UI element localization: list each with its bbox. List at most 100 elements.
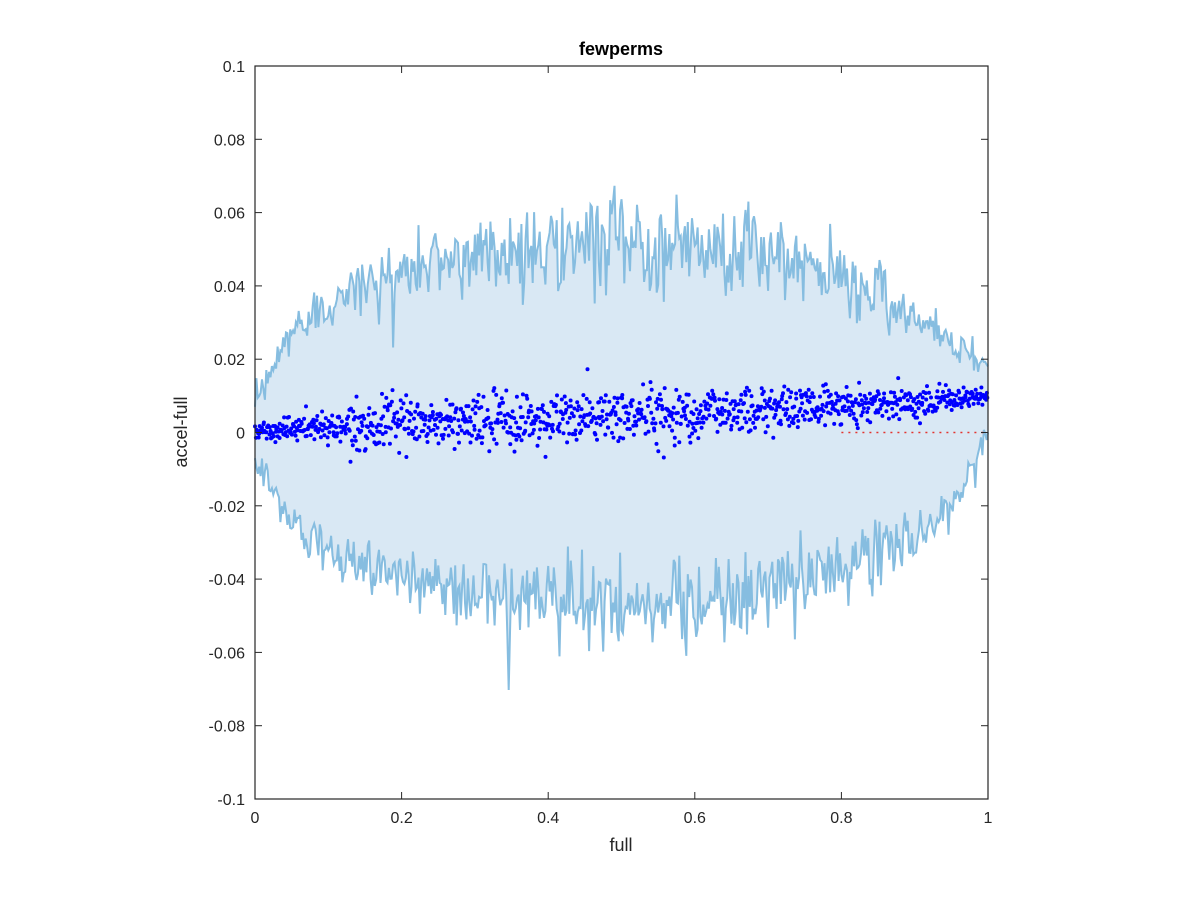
data-point bbox=[750, 403, 755, 408]
data-point bbox=[933, 408, 938, 413]
data-point bbox=[621, 436, 626, 441]
band-upper-line bbox=[254, 185, 989, 407]
data-point bbox=[811, 395, 816, 399]
data-point bbox=[784, 411, 788, 416]
data-point bbox=[475, 399, 480, 404]
data-point bbox=[378, 423, 383, 428]
data-point bbox=[761, 417, 766, 422]
data-point bbox=[476, 392, 481, 397]
data-point bbox=[751, 413, 756, 418]
data-point bbox=[468, 415, 473, 420]
data-point bbox=[837, 398, 842, 403]
data-point bbox=[683, 413, 687, 418]
data-point bbox=[695, 416, 700, 421]
data-point bbox=[264, 436, 269, 441]
data-point bbox=[918, 392, 923, 397]
data-point bbox=[415, 402, 420, 407]
data-point bbox=[739, 409, 744, 414]
data-point bbox=[795, 414, 800, 418]
data-point bbox=[654, 441, 659, 446]
data-point bbox=[627, 427, 632, 431]
data-point bbox=[661, 455, 666, 460]
data-point bbox=[284, 424, 289, 429]
data-point bbox=[531, 427, 536, 432]
data-point bbox=[704, 416, 709, 421]
data-point bbox=[520, 415, 525, 419]
data-point bbox=[873, 397, 878, 402]
data-point bbox=[473, 411, 478, 416]
data-point bbox=[798, 388, 802, 393]
data-point bbox=[661, 424, 666, 429]
data-point bbox=[267, 432, 272, 437]
data-point bbox=[646, 429, 651, 434]
data-point bbox=[616, 439, 621, 444]
data-point bbox=[879, 402, 884, 407]
data-point bbox=[339, 430, 344, 435]
data-point bbox=[517, 434, 522, 439]
data-point bbox=[938, 399, 943, 404]
data-point bbox=[630, 398, 635, 403]
data-point bbox=[843, 396, 848, 401]
data-point bbox=[845, 399, 850, 404]
data-point bbox=[916, 406, 921, 411]
x-tick-label: 0.4 bbox=[537, 810, 559, 827]
data-point bbox=[441, 432, 446, 437]
data-point bbox=[508, 425, 513, 430]
data-point bbox=[749, 394, 754, 399]
data-point bbox=[429, 403, 434, 408]
data-point bbox=[735, 420, 740, 425]
data-point bbox=[568, 398, 573, 403]
data-point bbox=[775, 404, 780, 409]
data-point bbox=[441, 436, 445, 441]
data-point bbox=[878, 406, 883, 411]
data-point bbox=[485, 408, 490, 412]
data-point bbox=[865, 410, 870, 414]
data-point bbox=[449, 419, 454, 423]
data-point bbox=[551, 429, 555, 434]
data-point bbox=[724, 398, 729, 402]
data-point bbox=[567, 415, 572, 420]
data-point bbox=[420, 411, 425, 416]
data-point bbox=[935, 405, 940, 410]
data-point bbox=[970, 391, 975, 396]
data-point bbox=[604, 417, 609, 422]
data-point bbox=[736, 402, 741, 407]
data-point bbox=[377, 440, 382, 445]
data-point bbox=[581, 393, 586, 398]
data-point bbox=[860, 402, 865, 407]
data-point bbox=[634, 423, 639, 428]
data-point bbox=[352, 434, 357, 439]
data-point bbox=[523, 420, 528, 425]
data-point bbox=[712, 414, 716, 418]
data-point bbox=[320, 428, 325, 433]
data-point bbox=[365, 436, 370, 441]
data-point bbox=[373, 411, 377, 416]
data-point bbox=[540, 403, 545, 408]
data-point bbox=[747, 417, 752, 422]
data-point bbox=[687, 434, 692, 439]
data-point bbox=[411, 429, 416, 434]
data-point bbox=[438, 419, 443, 424]
data-point bbox=[579, 407, 584, 412]
data-point bbox=[620, 393, 625, 397]
data-point bbox=[631, 423, 636, 428]
data-point bbox=[610, 408, 615, 413]
data-point bbox=[807, 400, 812, 405]
data-point bbox=[731, 407, 736, 412]
data-point bbox=[501, 425, 506, 430]
data-point bbox=[446, 418, 451, 423]
data-point bbox=[425, 432, 430, 436]
data-point bbox=[745, 409, 750, 414]
data-point bbox=[701, 420, 706, 425]
data-point bbox=[357, 448, 362, 453]
data-point bbox=[876, 410, 881, 415]
data-point bbox=[743, 389, 748, 394]
data-point bbox=[519, 438, 524, 443]
data-point bbox=[599, 414, 604, 419]
y-tick-label: 0.02 bbox=[214, 352, 245, 369]
data-point bbox=[417, 434, 422, 439]
data-point bbox=[310, 424, 315, 429]
data-point bbox=[634, 419, 638, 424]
data-point bbox=[679, 414, 684, 419]
data-point bbox=[798, 406, 803, 411]
